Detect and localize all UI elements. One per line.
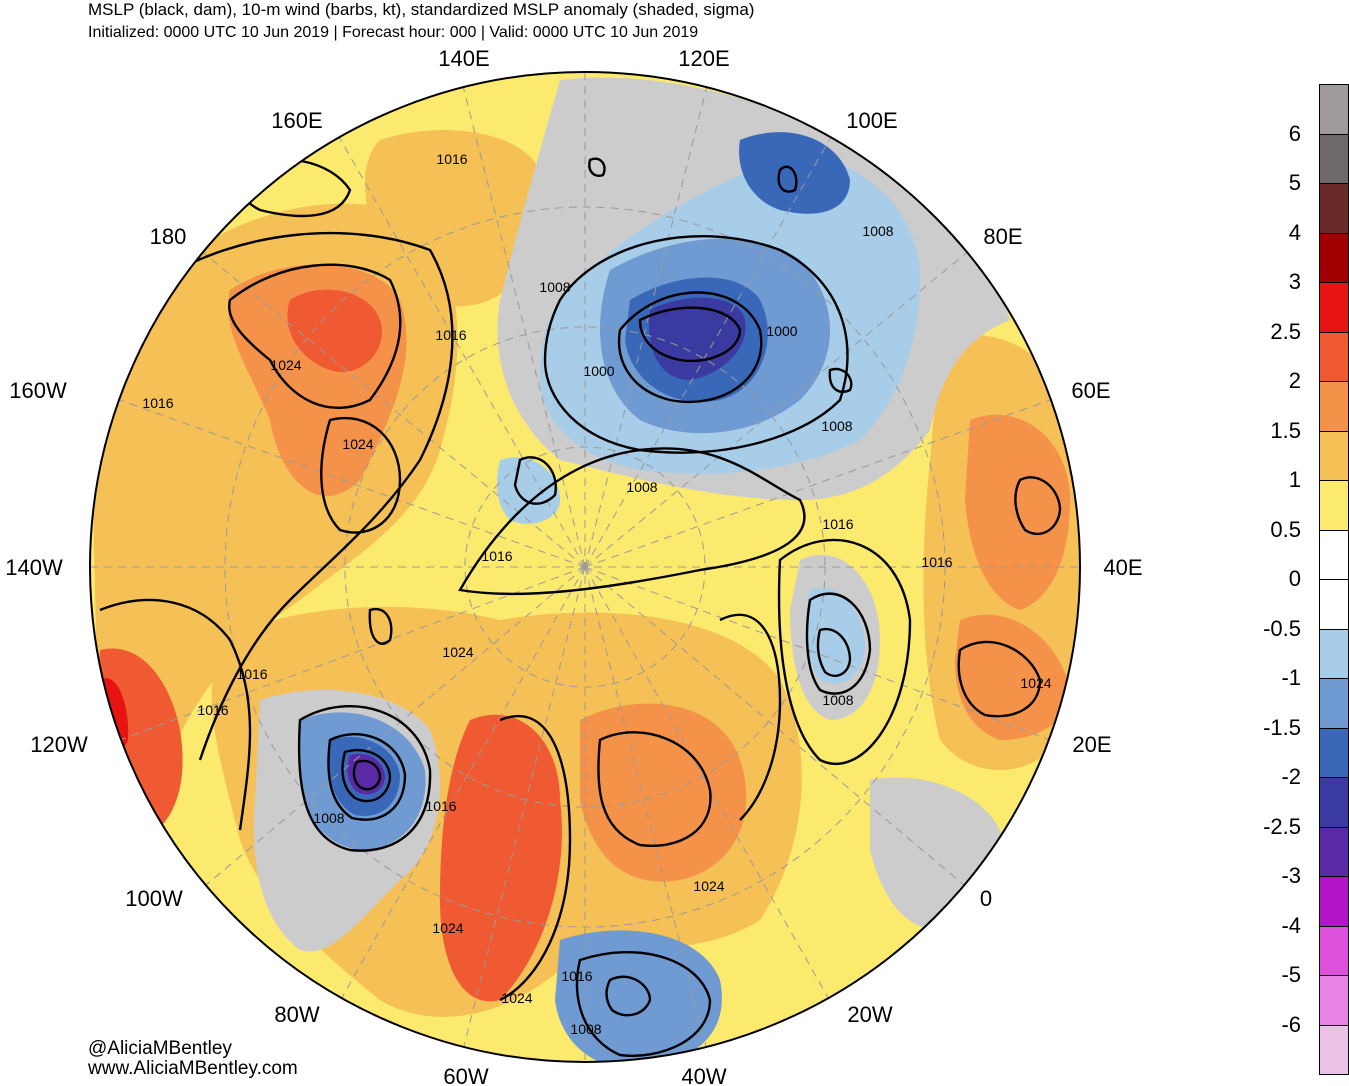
isobar-label: 1016 (197, 702, 228, 718)
lon-label: 60E (1071, 378, 1110, 403)
isobar-label: 1024 (442, 644, 473, 660)
isobar-label: 1024 (342, 436, 373, 452)
colorbar-segment (1319, 529, 1349, 580)
credit-handle: @AliciaMBentley (88, 1038, 232, 1059)
colorbar-label: -1 (1281, 665, 1301, 690)
isobar-label: 1024 (270, 357, 301, 373)
graticule (90, 72, 1080, 1062)
positive-anomaly-shading (90, 130, 1080, 1017)
colorbar: 6 5 4 3 2.5 2 1.5 1 0.5 0 -0.5 -1 -1.5 -2 -2.5 -3 -4 -5 -6 (1263, 84, 1349, 1075)
isobar-label: 1016 (435, 327, 466, 343)
lon-label: 180 (150, 224, 187, 249)
isobar-label: 1008 (821, 418, 852, 434)
isobar-label: 1000 (766, 323, 797, 339)
isobar-label: 1024 (501, 990, 532, 1006)
lon-label: 20W (847, 1002, 892, 1027)
lon-label: 160E (271, 108, 322, 133)
colorbar-segment (1319, 232, 1349, 283)
colorbar-label: -2.5 (1263, 813, 1301, 839)
lon-label: 80W (274, 1002, 319, 1027)
colorbar-segment (1319, 183, 1349, 234)
lon-label: 140W (5, 555, 63, 580)
colorbar-segment (1319, 975, 1349, 1026)
lon-label: 40W (681, 1064, 726, 1086)
colorbar-label: 5 (1288, 170, 1301, 195)
colorbar-label: 6 (1288, 120, 1301, 146)
lon-label: 0 (980, 886, 992, 911)
lon-label: 120W (30, 732, 88, 757)
lon-label: 80E (983, 224, 1022, 249)
colorbar-segment (1319, 381, 1349, 432)
isobar-label: 1008 (313, 810, 344, 826)
lon-label: 140E (438, 46, 489, 71)
colorbar-segment (1319, 84, 1349, 135)
colorbar-segment (1319, 826, 1349, 877)
isobar-label: 1008 (862, 223, 893, 239)
isobar-label: 1024 (1020, 675, 1051, 691)
colorbar-segment (1319, 678, 1349, 729)
colorbar-segment (1319, 480, 1349, 531)
colorbar-label: 2.5 (1270, 318, 1301, 344)
colorbar-segment (1319, 727, 1349, 778)
colorbar-segment (1319, 628, 1349, 679)
colorbar-label: 4 (1288, 219, 1301, 245)
lon-label: 40E (1103, 555, 1142, 580)
colorbar-segment (1319, 331, 1349, 382)
lon-label: 100E (846, 108, 897, 133)
map-field (90, 72, 1080, 1062)
isobar-label: 1016 (425, 798, 456, 814)
isobar-label: 1016 (436, 151, 467, 167)
colorbar-label: 1 (1288, 467, 1301, 492)
isobar-label: 1024 (693, 878, 724, 894)
isobar-label: 1016 (236, 666, 267, 682)
lon-label: 100W (125, 886, 183, 911)
colorbar-label: -2 (1281, 764, 1301, 789)
isobar-label: 1000 (583, 363, 614, 379)
colorbar-segment (1319, 430, 1349, 481)
map-title: MSLP (black, dam), 10-m wind (barbs, kt)… (88, 0, 755, 19)
longitude-labels: 140E 120E 160E 100E 180 80E 160W 60E 140… (5, 46, 1142, 1086)
isobar-label: 1008 (539, 279, 570, 295)
colorbar-label: 2 (1288, 368, 1301, 393)
isobar-label: 1016 (921, 554, 952, 570)
map-boundary (89, 71, 1081, 1063)
colorbar-label: 0.5 (1270, 516, 1301, 542)
colorbar-label: -3 (1281, 863, 1301, 888)
lon-label: 60W (443, 1064, 488, 1086)
colorbar-label: 3 (1288, 269, 1301, 294)
map-subtitle: Initialized: 0000 UTC 10 Jun 2019 | Fore… (88, 24, 699, 41)
isobars (99, 157, 1062, 1057)
colorbar-label: -1.5 (1263, 714, 1301, 740)
lon-label: 120E (678, 46, 729, 71)
isobar-label: 1016 (822, 516, 853, 532)
colorbar-label: -0.5 (1263, 615, 1301, 641)
colorbar-segment (1319, 579, 1349, 630)
colorbar-label: -4 (1281, 912, 1301, 938)
colorbar-segment (1319, 777, 1349, 828)
isobar-label: 1008 (822, 692, 853, 708)
isobar-label: 1008 (626, 479, 657, 495)
credit-site: www.AliciaMBentley.com (88, 1058, 298, 1079)
isobar-label: 1024 (432, 920, 463, 936)
colorbar-label: -5 (1281, 962, 1301, 987)
isobar-label: 1016 (481, 548, 512, 564)
isobar-label: 1016 (561, 968, 592, 984)
colorbar-segment (1319, 925, 1349, 976)
isobar-labels: 1016 1008 1008 1016 1024 1016 1024 1000 … (142, 151, 1051, 1037)
colorbar-segment (1319, 133, 1349, 184)
colorbar-label: 0 (1288, 566, 1301, 591)
colorbar-label: 1.5 (1270, 417, 1301, 443)
lon-label: 20E (1072, 732, 1111, 757)
colorbar-segment (1319, 876, 1349, 927)
isobar-label: 1008 (570, 1021, 601, 1037)
colorbar-segment (1319, 1024, 1349, 1075)
colorbar-segment (1319, 282, 1349, 333)
lon-label: 160W (9, 378, 67, 403)
colorbar-label: -6 (1281, 1011, 1301, 1037)
isobar-label: 1016 (142, 395, 173, 411)
